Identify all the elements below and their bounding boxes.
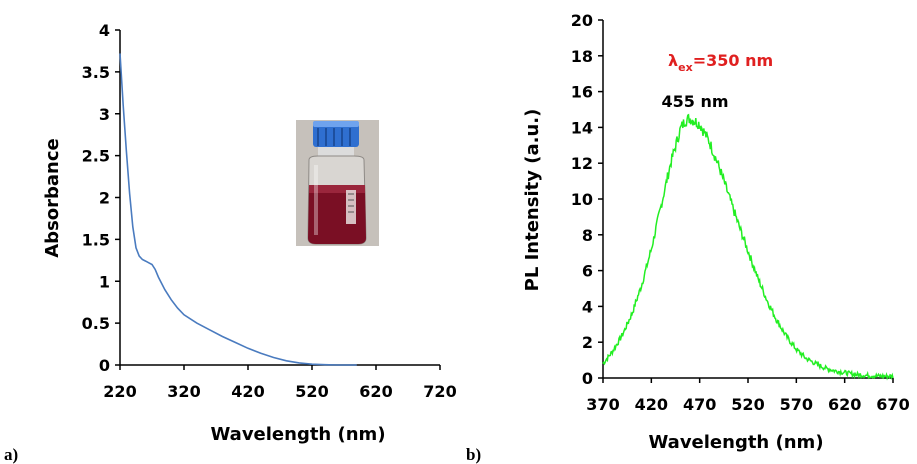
absorbance-line: [119, 53, 357, 366]
b-x-tick-label: 420: [635, 395, 668, 414]
b-x-tick-label: 520: [731, 395, 764, 414]
b-x-tick-label: 620: [828, 395, 861, 414]
b-y-tick-label: 0: [582, 369, 593, 388]
b-x-tick-label: 670: [876, 395, 909, 414]
excitation-lambda: λ: [668, 51, 678, 70]
b-y-tick-label: 8: [582, 226, 593, 245]
a-y-tick-label: 3.5: [82, 63, 110, 82]
absorbance-chart: 0 0.5 1 1.5 2 2.5 3 3.5 4 220 320 420 520 620 720 Abs…: [4, 21, 457, 464]
b-y-tick-label: 2: [582, 333, 593, 352]
a-y-tick-label: 0: [99, 356, 110, 375]
b-y-axis-title: PL Intensity (a.u.): [522, 109, 543, 292]
a-y-tick-label: 0.5: [82, 314, 110, 333]
a-y-tick-label: 3: [99, 105, 110, 124]
b-x-tick-label: 470: [683, 395, 716, 414]
b-y-tick-label: 10: [571, 190, 593, 209]
a-x-tick-label: 420: [231, 382, 264, 401]
b-y-tick-label: 18: [571, 47, 593, 66]
a-y-tick-label: 1.5: [82, 230, 110, 249]
a-y-tick-label: 2.5: [82, 147, 110, 166]
a-x-tick-label: 720: [423, 382, 456, 401]
b-y-tick-label: 4: [582, 297, 593, 316]
a-x-tick-label: 320: [167, 382, 200, 401]
b-x-tick-label: 370: [586, 395, 619, 414]
a-y-tick-label: 1: [99, 272, 110, 291]
panel-label-b: b): [466, 445, 481, 464]
panel-label-a: a): [4, 445, 18, 464]
excitation-wavelength-label: λex=350 nm: [668, 51, 773, 74]
bottle-photo-inset: [296, 120, 379, 246]
peak-wavelength-label: 455 nm: [661, 92, 728, 111]
excitation-value: =350 nm: [693, 51, 773, 70]
a-x-axis-title: Wavelength (nm): [210, 424, 385, 445]
b-y-tick-label: 12: [571, 154, 593, 173]
b-y-tick-label: 16: [571, 83, 593, 102]
a-y-axis-title: Absorbance: [42, 138, 63, 258]
b-x-tick-label: 570: [780, 395, 813, 414]
a-y-tick-label: 4: [99, 21, 110, 40]
b-y-tick-label: 14: [571, 118, 593, 137]
pl-intensity-line: [602, 113, 894, 381]
b-y-tick-label: 6: [582, 262, 593, 281]
a-x-tick-label: 620: [359, 382, 392, 401]
a-x-tick-label: 220: [103, 382, 136, 401]
a-x-tick-label: 520: [295, 382, 328, 401]
excitation-subscript: ex: [678, 61, 693, 74]
a-y-tick-label: 2: [99, 189, 110, 208]
b-y-tick-label: 20: [571, 11, 593, 30]
b-x-axis-title: Wavelength (nm): [648, 432, 823, 453]
